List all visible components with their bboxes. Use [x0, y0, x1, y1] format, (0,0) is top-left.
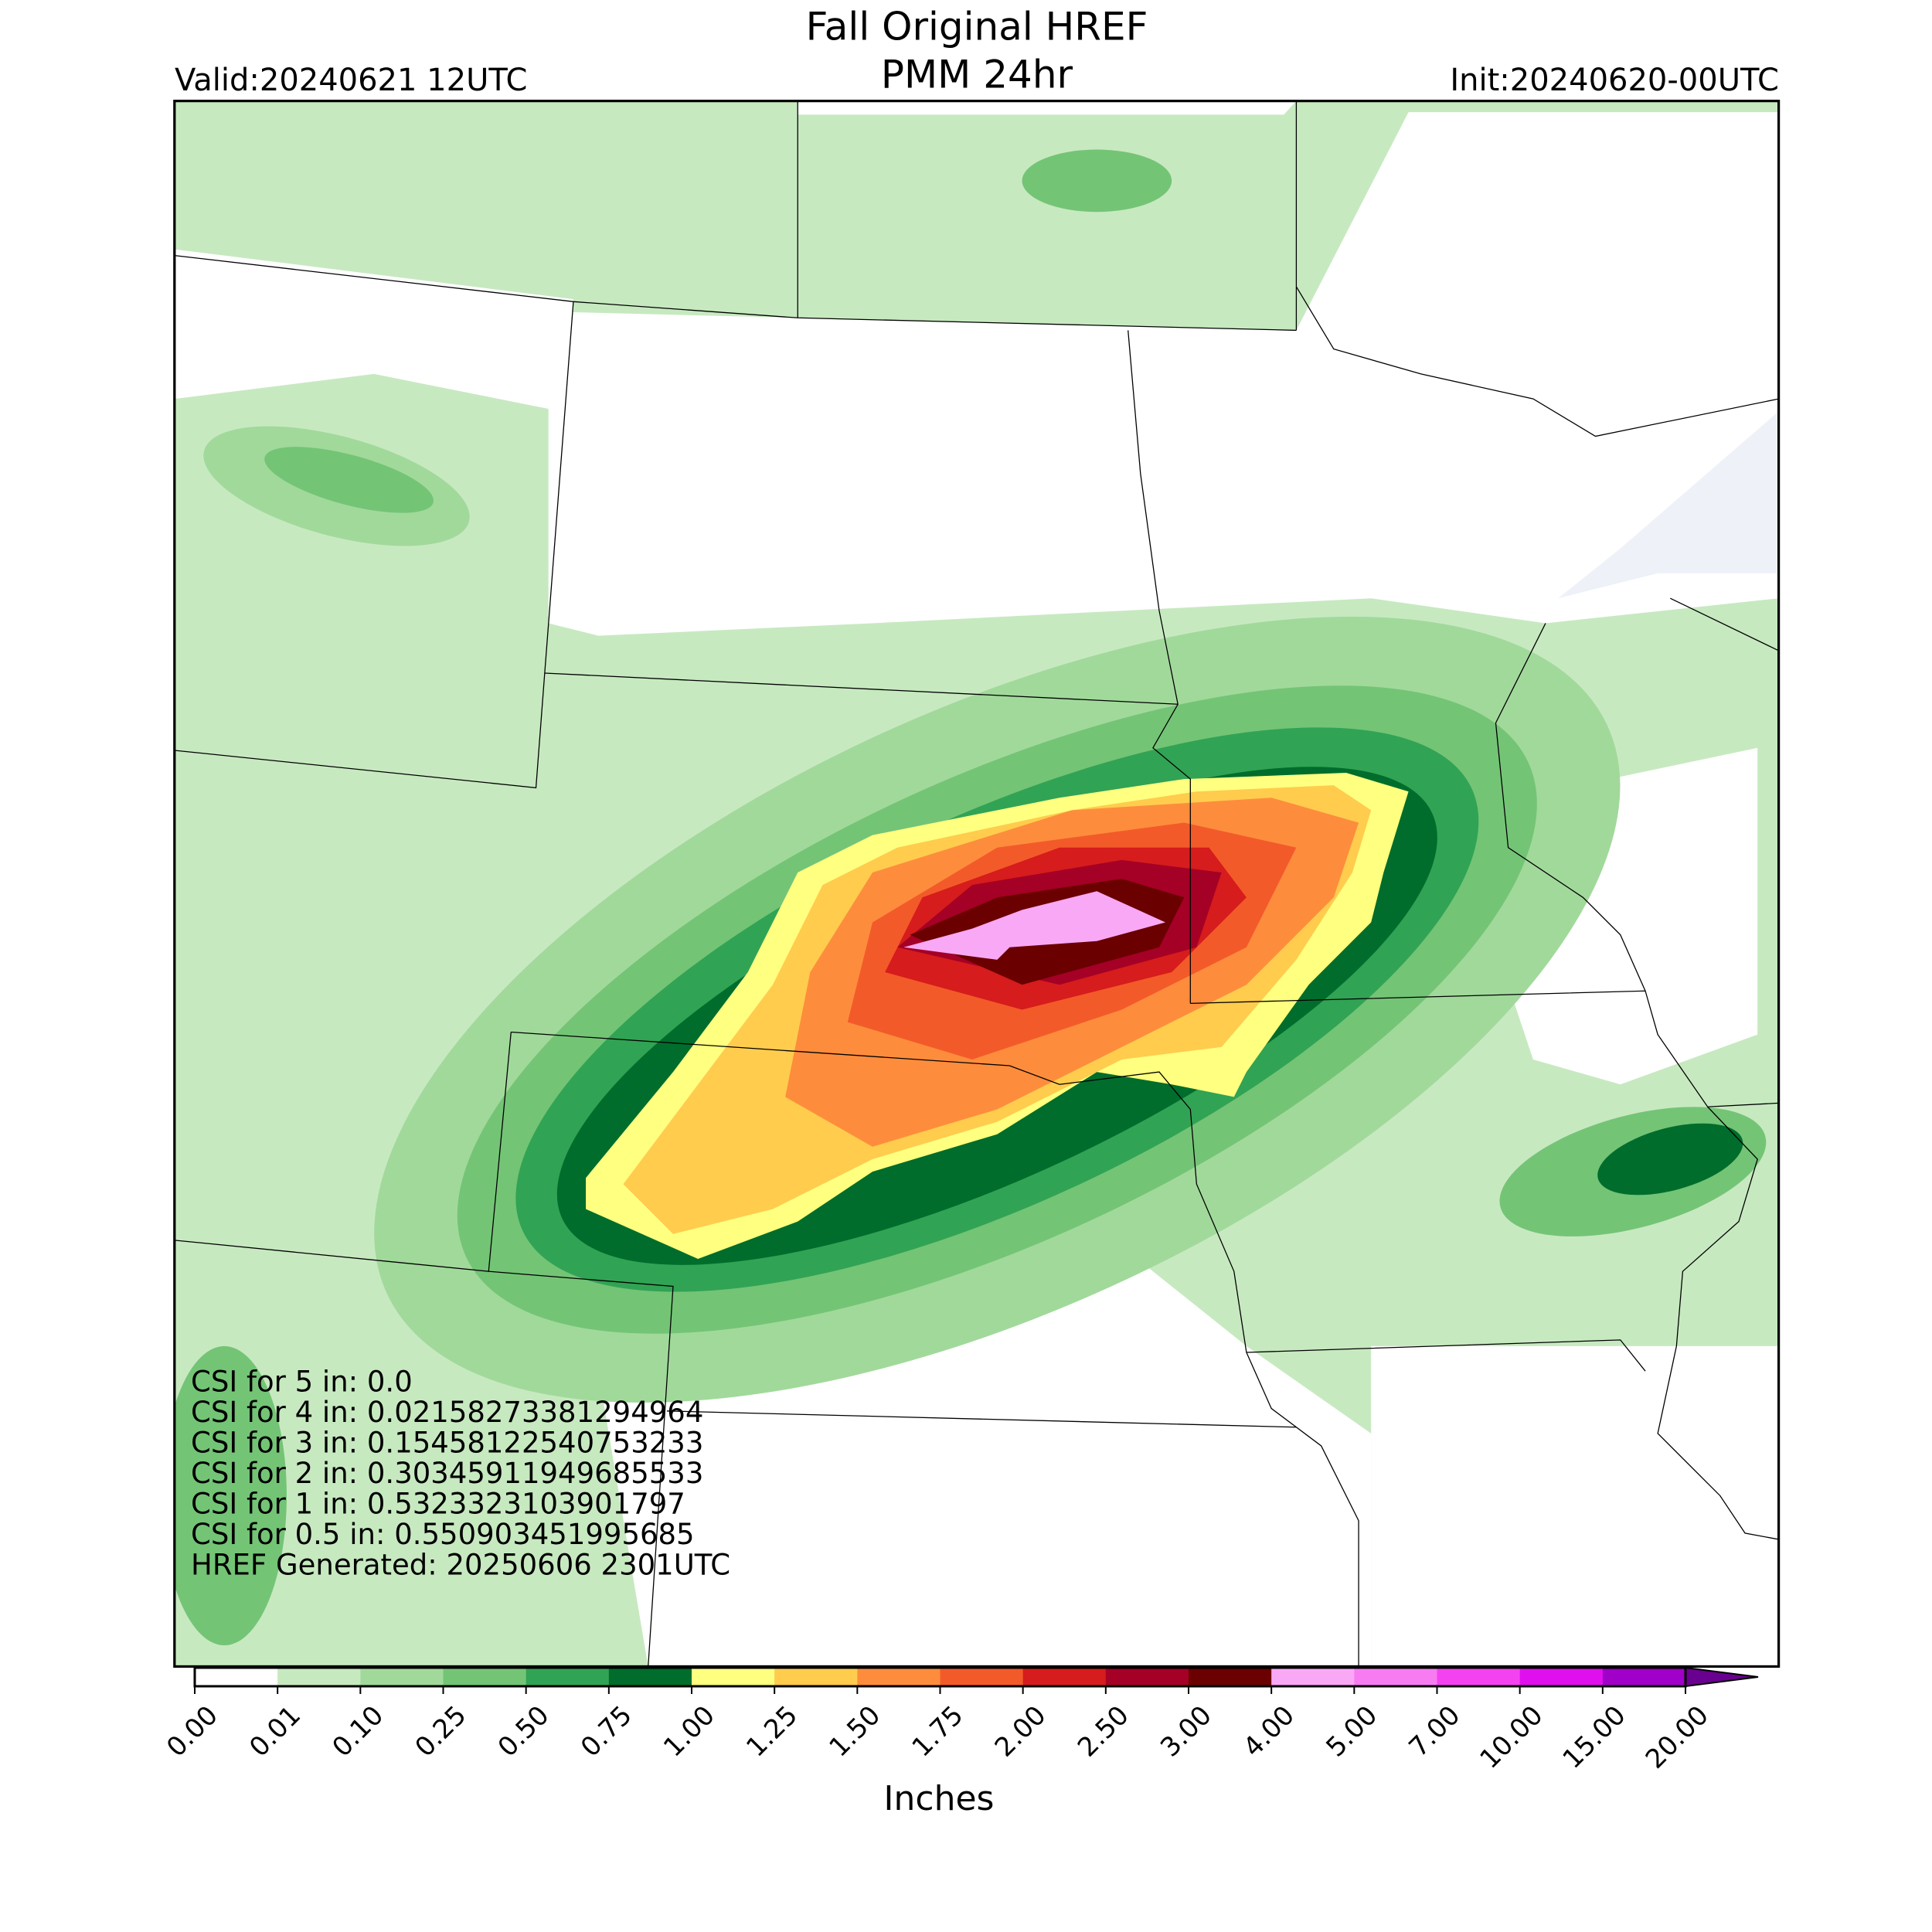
- colorbar-bin: [1354, 1668, 1437, 1686]
- colorbar-tick-label: 2.50: [1072, 1700, 1135, 1764]
- colorbar-bin: [1602, 1668, 1686, 1686]
- colorbar-tick-label: 1.25: [740, 1700, 804, 1764]
- colorbar-bin: [526, 1668, 610, 1686]
- colorbar-bin: [1105, 1668, 1189, 1686]
- colorbar-tick-label: 1.75: [906, 1700, 970, 1764]
- colorbar-tick-label: 1.00: [658, 1700, 721, 1764]
- colorbar-tick-label: 20.00: [1640, 1700, 1715, 1775]
- lake: [1558, 411, 1779, 599]
- colorbar-bin: [195, 1668, 278, 1686]
- colorbar-bin: [1437, 1668, 1521, 1686]
- map: [173, 100, 1781, 1668]
- dry-area: [548, 112, 1779, 636]
- colorbar-tick-label: 10.00: [1474, 1700, 1549, 1775]
- colorbar-bin: [1271, 1668, 1355, 1686]
- precip-area: [903, 891, 1166, 960]
- colorbar-tick-label: 0.00: [161, 1700, 224, 1764]
- colorbar-tick-label: 3.00: [1155, 1700, 1218, 1764]
- colorbar-tick-label: 2.00: [989, 1700, 1053, 1764]
- colorbar-bin: [1022, 1668, 1107, 1686]
- colorbar-tick-label: 0.25: [410, 1700, 473, 1764]
- colorbar-tick-label: 4.00: [1237, 1700, 1301, 1764]
- colorbar-bin: [857, 1668, 940, 1686]
- colorbar-tick-label: 0.50: [492, 1700, 556, 1764]
- colorbar-bin: [608, 1668, 692, 1686]
- csi-annotation: CSI for 0.5 in: 0.550903451995685: [191, 1518, 695, 1551]
- precip-area: [174, 1345, 287, 1645]
- colorbar-tick-label: 5.00: [1320, 1700, 1383, 1764]
- map-frame: [173, 100, 1781, 1668]
- csi-annotation: CSI for 3 in: 0.15458122540753233: [191, 1427, 703, 1460]
- csi-annotation: CSI for 4 in: 0.02158273381294964: [191, 1396, 703, 1429]
- colorbar-bin: [1189, 1668, 1272, 1686]
- valid-time: Valid:20240621 12UTC: [175, 63, 527, 98]
- title: Fall Original HREF: [806, 5, 1148, 49]
- colorbar-tick-label: 7.00: [1403, 1700, 1467, 1764]
- csi-annotation: HREF Generated: 20250606 2301UTC: [191, 1549, 730, 1582]
- colorbar-bin: [360, 1668, 444, 1686]
- subtitle: PMM 24hr: [881, 53, 1073, 97]
- colorbar-bin: [277, 1668, 361, 1686]
- precip-area: [1597, 1123, 1743, 1196]
- colorbar-bin: [443, 1668, 527, 1686]
- colorbar-tick-label: 0.75: [575, 1700, 638, 1764]
- csi-annotation: CSI for 1 in: 0.5323323103901797: [191, 1488, 685, 1521]
- colorbar-bin: [1519, 1668, 1604, 1686]
- colorbar-bin: [774, 1668, 858, 1686]
- colorbar-tick-label: 1.50: [823, 1700, 886, 1764]
- precip-field: [174, 100, 1779, 1667]
- precip-area: [1022, 149, 1172, 213]
- colorbar-bin: [940, 1668, 1024, 1686]
- colorbar-tick-label: 0.01: [243, 1700, 307, 1764]
- csi-annotation: CSI for 2 in: 0.30345911949685533: [191, 1457, 703, 1490]
- dry-area: [1371, 1345, 1779, 1667]
- csi-annotation: CSI for 5 in: 0.0: [191, 1366, 413, 1399]
- colorbar: 0.00 0.01 0.10 0.25 0.50 0.75 1.00 1.25 1.50 1.75…: [161, 1666, 1759, 1775]
- colorbar-bin: [692, 1668, 775, 1686]
- precip-area: [264, 447, 434, 513]
- colorbar-extend: [1685, 1666, 1759, 1688]
- colorbar-tick-label: 0.10: [326, 1700, 389, 1764]
- dry-area: [798, 100, 1297, 115]
- colorbar-tick-label: 15.00: [1557, 1700, 1632, 1775]
- boundaries: [174, 100, 1779, 1667]
- init-time: Init:20240620-00UTC: [1450, 63, 1779, 98]
- colorbar-label: Inches: [884, 1779, 995, 1818]
